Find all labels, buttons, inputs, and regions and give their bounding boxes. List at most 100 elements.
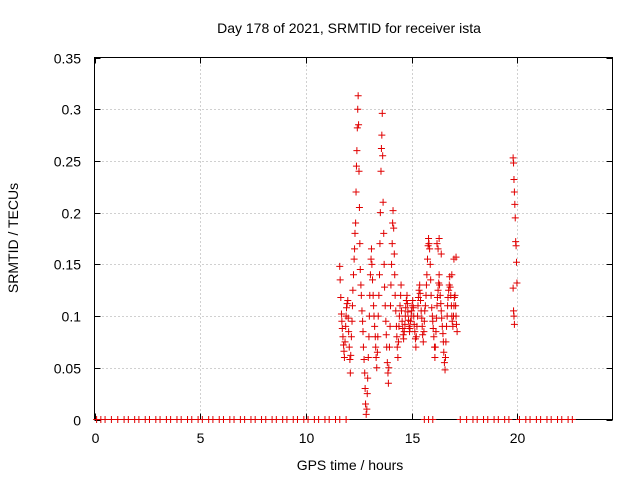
data-point xyxy=(429,317,437,325)
data-point xyxy=(355,121,363,129)
data-point xyxy=(376,240,384,248)
y-axis-title: SRMTID / TECUs xyxy=(5,183,21,293)
data-point xyxy=(359,328,367,336)
data-point xyxy=(344,297,352,305)
data-point xyxy=(558,416,566,423)
data-point xyxy=(428,304,436,312)
data-point xyxy=(380,229,388,237)
data-point xyxy=(167,416,175,423)
data-point xyxy=(397,307,405,315)
data-point xyxy=(439,330,447,338)
grid-lines xyxy=(94,57,613,420)
data-point xyxy=(338,317,346,325)
data-point xyxy=(345,343,353,351)
data-point xyxy=(415,286,423,294)
data-point xyxy=(526,416,534,423)
data-point xyxy=(452,302,460,310)
data-point xyxy=(409,297,417,305)
x-tick-label: 20 xyxy=(510,430,526,446)
data-point xyxy=(348,302,356,310)
data-point xyxy=(384,379,392,387)
data-point xyxy=(443,322,451,330)
data-point xyxy=(417,297,425,305)
data-point xyxy=(435,235,443,242)
data-point xyxy=(432,328,440,336)
data-point xyxy=(451,291,459,299)
data-point xyxy=(433,240,441,248)
data-point xyxy=(414,302,422,310)
data-point xyxy=(512,242,520,250)
data-point xyxy=(513,258,521,266)
data-point xyxy=(440,359,448,367)
data-point xyxy=(351,229,359,237)
data-point xyxy=(365,333,373,341)
data-point xyxy=(363,390,371,398)
data-point xyxy=(372,353,380,361)
data-point xyxy=(368,260,376,268)
data-point xyxy=(124,416,132,423)
data-point xyxy=(515,416,523,423)
y-tick-label: 0.1 xyxy=(62,309,82,325)
data-point xyxy=(342,322,350,330)
data-point xyxy=(145,416,153,423)
data-point xyxy=(340,353,348,361)
data-point xyxy=(350,255,358,263)
x-tick-label: 15 xyxy=(405,430,421,446)
data-point xyxy=(412,343,420,351)
data-point xyxy=(357,291,365,299)
data-point xyxy=(384,369,392,377)
data-point xyxy=(441,353,449,361)
data-point xyxy=(388,240,396,248)
data-point xyxy=(448,271,456,279)
data-point xyxy=(351,245,359,253)
data-point xyxy=(367,255,375,263)
data-point xyxy=(423,271,431,279)
data-point xyxy=(390,224,398,232)
data-point xyxy=(402,304,410,312)
data-point xyxy=(346,356,354,364)
data-point xyxy=(421,302,429,310)
data-point xyxy=(352,188,360,196)
data-point xyxy=(336,262,344,270)
data-point xyxy=(393,333,401,341)
data-point xyxy=(376,209,384,217)
data-point xyxy=(547,416,555,423)
data-points xyxy=(93,92,576,423)
data-point xyxy=(448,317,456,325)
data-point xyxy=(219,416,227,423)
data-point xyxy=(272,416,280,423)
data-point xyxy=(395,322,403,330)
data-point xyxy=(107,416,115,423)
data-point xyxy=(394,353,402,361)
data-point xyxy=(406,324,414,332)
data-point xyxy=(393,343,401,351)
data-point xyxy=(361,369,369,377)
data-point xyxy=(449,322,457,330)
data-point xyxy=(374,312,382,320)
data-point xyxy=(505,416,513,423)
data-point xyxy=(114,416,122,423)
data-point xyxy=(347,351,355,359)
data-point xyxy=(357,281,365,289)
x-tick-label: 5 xyxy=(197,430,205,446)
y-tick-label: 0.25 xyxy=(54,154,81,170)
data-point xyxy=(416,281,424,289)
data-point xyxy=(442,338,450,346)
data-point xyxy=(420,317,428,325)
data-point xyxy=(426,245,434,253)
data-point xyxy=(510,320,518,328)
y-tick-label: 0.35 xyxy=(54,51,81,67)
data-point xyxy=(370,302,378,310)
chart-title: Day 178 of 2021, SRMTID for receiver ist… xyxy=(217,20,481,36)
data-point xyxy=(446,283,454,291)
data-point xyxy=(356,266,364,274)
data-point xyxy=(513,279,521,287)
data-point xyxy=(395,338,403,346)
data-point xyxy=(352,162,360,170)
data-point xyxy=(452,312,460,320)
data-point xyxy=(356,240,364,248)
data-point xyxy=(349,286,357,294)
data-point xyxy=(359,317,367,325)
data-point xyxy=(367,245,375,253)
